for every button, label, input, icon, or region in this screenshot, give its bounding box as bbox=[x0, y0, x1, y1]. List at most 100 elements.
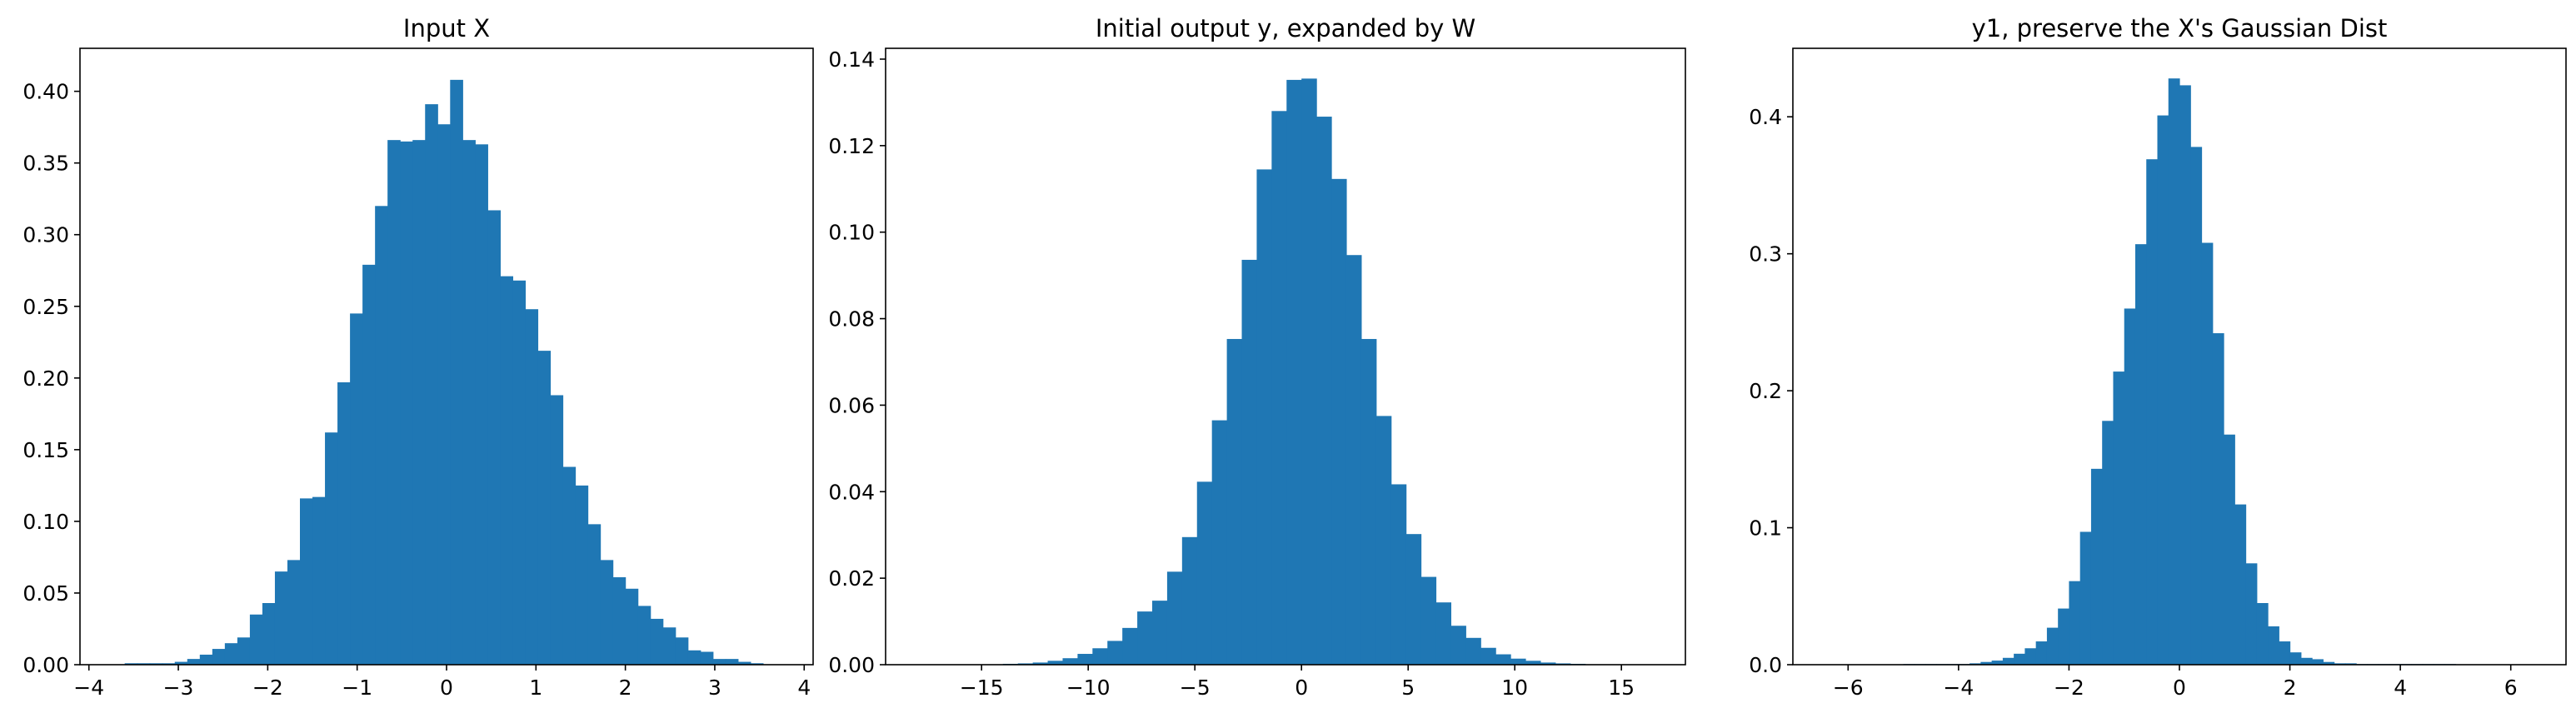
histogram-bar bbox=[537, 351, 552, 665]
histogram-bar bbox=[187, 659, 201, 665]
histogram-bar bbox=[2079, 531, 2092, 665]
y-tick-label: 0.0 bbox=[1749, 653, 1782, 677]
x-tick-label: −6 bbox=[1833, 676, 1864, 700]
histogram-bar bbox=[412, 140, 426, 665]
histogram-bar bbox=[2134, 244, 2147, 665]
histogram-bar bbox=[249, 614, 263, 665]
histogram-bar bbox=[425, 104, 438, 666]
x-tick-label: 3 bbox=[708, 676, 721, 700]
x-tick-label: −3 bbox=[163, 676, 194, 700]
histogram-bar bbox=[2069, 581, 2081, 665]
histogram-bar bbox=[199, 654, 213, 665]
histogram-bar bbox=[1092, 648, 1108, 665]
histogram-bar bbox=[737, 661, 751, 665]
histogram-bar bbox=[475, 144, 488, 666]
x-tick-label: 1 bbox=[529, 676, 542, 700]
histogram-bar bbox=[437, 124, 451, 665]
histogram-bar bbox=[462, 140, 476, 665]
x-tick-label: 2 bbox=[619, 676, 632, 700]
histogram-bar bbox=[362, 264, 376, 665]
histogram-bar bbox=[712, 659, 726, 665]
histogram-bar bbox=[1480, 647, 1496, 665]
y-tick-label: 0.05 bbox=[22, 581, 69, 606]
chart-title: y1, preserve the X's Gaussian Dist bbox=[1972, 14, 2388, 42]
x-tick-label: 0 bbox=[1295, 676, 1308, 700]
histogram-bar bbox=[1137, 611, 1153, 665]
histogram-bar bbox=[1271, 111, 1287, 666]
x-tick-label: −10 bbox=[1066, 676, 1111, 700]
x-tick-label: −1 bbox=[342, 676, 372, 700]
histogram-bar bbox=[1969, 663, 1981, 665]
histogram-bar bbox=[2146, 159, 2159, 665]
histogram-bar bbox=[612, 577, 627, 665]
histogram-bar bbox=[337, 381, 351, 665]
histogram-bar bbox=[575, 485, 589, 665]
histogram-bar bbox=[487, 210, 501, 666]
histogram-bar bbox=[1510, 658, 1526, 665]
histogram-bar bbox=[312, 496, 326, 665]
histogram-bar bbox=[512, 280, 527, 665]
histogram-bar bbox=[1107, 641, 1123, 665]
histogram-bar bbox=[149, 663, 163, 665]
histogram-bar bbox=[725, 659, 739, 665]
histogram-bar bbox=[2334, 663, 2346, 665]
histogram-bar bbox=[450, 79, 463, 666]
histogram-bar bbox=[600, 560, 614, 665]
histogram-bar bbox=[325, 432, 338, 665]
x-tick-label: −2 bbox=[2054, 676, 2084, 700]
chart-panel-1: Input X −4 −3 −2 −1 0 1 2 3 4 0.00 0.05 0.10 0.15 0.20… bbox=[22, 14, 814, 700]
histogram-bar bbox=[400, 141, 413, 666]
histogram-bar bbox=[2289, 652, 2302, 665]
histogram-bar bbox=[2279, 641, 2291, 665]
histogram-bar bbox=[2090, 468, 2103, 665]
x-tick-label: 6 bbox=[2504, 676, 2518, 700]
histogram-bar bbox=[625, 588, 639, 665]
histogram-bar bbox=[562, 466, 577, 665]
histogram-bar bbox=[1450, 626, 1466, 665]
histogram-bar bbox=[1196, 481, 1213, 665]
histogram-bar bbox=[1077, 654, 1093, 665]
histogram-bar bbox=[2024, 648, 2037, 665]
histogram-bar bbox=[375, 206, 388, 666]
y-tick-label: 0.35 bbox=[22, 152, 69, 176]
histogram-bar bbox=[2058, 608, 2070, 665]
histogram-bar bbox=[2046, 627, 2059, 665]
histogram-bar bbox=[1435, 602, 1451, 665]
histogram-bar bbox=[1405, 534, 1422, 665]
histogram-bar bbox=[2300, 657, 2313, 665]
histogram-bar bbox=[2168, 78, 2180, 666]
chart-panel-3: y1, preserve the X's Gaussian Dist −6 −4 −2… bbox=[1749, 14, 2567, 700]
x-tick-label: −4 bbox=[73, 676, 104, 700]
histogram-bar bbox=[700, 651, 714, 665]
histogram-bar bbox=[1331, 178, 1347, 665]
histogram-bar bbox=[2344, 663, 2357, 665]
histogram-bar bbox=[2224, 434, 2235, 665]
y-tick-label: 0.06 bbox=[828, 393, 875, 417]
y-tick-label: 0.1 bbox=[1749, 516, 1782, 541]
histogram-bar bbox=[1495, 654, 1511, 665]
histogram-bar bbox=[550, 395, 564, 665]
histogram-bar bbox=[2124, 308, 2136, 665]
histogram-bar bbox=[2256, 603, 2269, 665]
y-tick-label: 0.40 bbox=[22, 80, 69, 104]
histogram-bar bbox=[2245, 563, 2258, 665]
y-tick-label: 0.10 bbox=[22, 510, 69, 534]
histogram-bar bbox=[2268, 626, 2279, 665]
x-tick-label: 15 bbox=[1608, 676, 1635, 700]
chart-title: Input X bbox=[403, 14, 490, 42]
histogram-bar bbox=[274, 571, 288, 665]
histogram-bar bbox=[2002, 657, 2014, 665]
histogram-bar bbox=[1166, 571, 1183, 665]
histogram-bar bbox=[525, 309, 539, 665]
y-tick-label: 0.02 bbox=[828, 566, 875, 591]
histogram-bar bbox=[387, 140, 401, 665]
histogram-bar bbox=[2157, 115, 2169, 665]
histogram-bar bbox=[2014, 653, 2025, 665]
histogram-bar bbox=[750, 663, 764, 665]
histogram-bar bbox=[1980, 661, 1993, 665]
y-tick-label: 0.00 bbox=[828, 653, 875, 677]
histogram-bar bbox=[1525, 661, 1541, 665]
histogram-bar bbox=[262, 603, 276, 665]
histogram-bar bbox=[662, 627, 676, 665]
histogram-bar bbox=[350, 313, 363, 665]
